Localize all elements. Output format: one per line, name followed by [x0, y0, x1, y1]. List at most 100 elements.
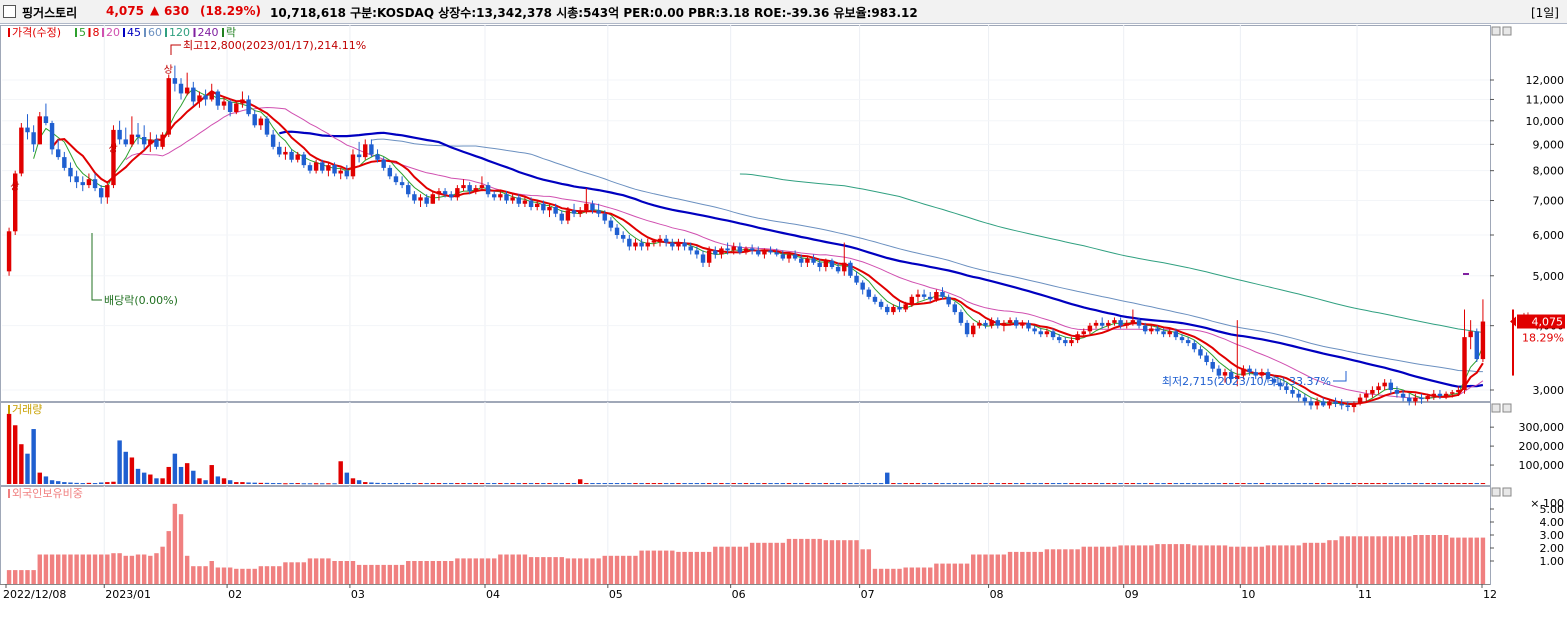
volume-bar	[479, 483, 485, 485]
foreign-ratio-bar	[55, 554, 61, 584]
candle-body	[492, 194, 497, 198]
foreign-ratio-bar	[1425, 535, 1430, 584]
candle-body	[627, 238, 632, 247]
foreign-ratio-bar	[1099, 546, 1105, 584]
foreign-ratio-bar	[522, 554, 528, 584]
candle-body	[799, 258, 804, 263]
foreign-ratio-bar	[817, 538, 822, 584]
foreign-ratio-bar	[381, 564, 386, 584]
candle-body	[608, 220, 614, 228]
foreign-ratio-bar	[117, 553, 122, 584]
volume-bar	[964, 483, 970, 485]
volume-bar	[706, 483, 712, 485]
volume-bar	[989, 483, 994, 485]
foreign-ratio-bar	[1026, 551, 1031, 584]
volume-bar	[277, 483, 282, 485]
volume-bar	[614, 483, 620, 485]
candle-body	[725, 248, 730, 251]
candle-body	[467, 185, 472, 192]
volume-bar	[713, 483, 718, 485]
foreign-ratio-bar	[590, 558, 595, 584]
volume-bar	[1425, 483, 1430, 485]
price-legend: 가격(수정) 5 8 20 45 60 120 240 락	[8, 26, 236, 39]
volume-legend: 거래량	[8, 403, 42, 416]
foreign-ratio-bar	[1480, 537, 1486, 584]
foreign-ratio-bar	[743, 546, 749, 584]
candle-body	[1419, 397, 1424, 400]
x-tick-label: 2022/12/08	[3, 588, 66, 601]
foreign-ratio-bar	[1020, 551, 1025, 584]
candle-body	[375, 154, 380, 160]
candle-body	[430, 194, 436, 204]
foreign-ratio-bar	[1308, 542, 1314, 584]
select-checkbox[interactable]	[3, 5, 16, 18]
volume-bar	[1468, 483, 1473, 485]
x-tick-label: 12	[1483, 588, 1497, 601]
foreign-ratio-bar	[1106, 546, 1111, 584]
volume-unit-label: × 100	[1530, 497, 1564, 510]
foreign-ratio-bar	[1437, 535, 1443, 584]
volume-bar	[584, 483, 589, 485]
foreign-ratio-bar	[1333, 540, 1338, 584]
foreign-ratio-bar	[792, 538, 798, 584]
volume-bar	[977, 483, 982, 485]
candle-body	[1480, 321, 1486, 360]
foreign-ratio-bar	[1032, 551, 1037, 584]
foreign-ratio-bar	[301, 562, 307, 584]
volume-bar	[1056, 483, 1062, 485]
candle-body	[111, 129, 116, 186]
volume-bar	[1443, 483, 1449, 485]
volume-bar	[240, 482, 245, 484]
volume-bar	[799, 483, 804, 485]
volume-bar	[1351, 483, 1357, 485]
y-tick-label: 9,000	[1533, 138, 1565, 151]
volume-bar	[1376, 483, 1381, 485]
candle-body	[1265, 372, 1271, 380]
candle-body	[1032, 328, 1037, 332]
foreign-ratio-bar	[848, 540, 853, 584]
volume-bar	[1124, 483, 1129, 485]
candle-body	[651, 240, 657, 243]
candle-body	[1370, 390, 1375, 394]
candle-body	[25, 127, 30, 133]
candle-body	[203, 95, 208, 100]
candle-body	[295, 154, 300, 160]
foreign-ratio-bar	[399, 564, 405, 584]
volume-bar	[1204, 483, 1209, 485]
high-annotation: 최고12,800(2023/01/17),214.11%	[183, 39, 366, 52]
foreign-ratio-bar	[184, 555, 190, 584]
volume-bar	[1431, 483, 1437, 485]
stock-chart[interactable]: 2022/12/08 2023/01 02 03 04 05 06 07 08 09 10 11 12 1…	[0, 24, 1567, 630]
candle-body	[1351, 403, 1357, 408]
volume-bar	[123, 451, 128, 484]
foreign-ratio-bar	[799, 538, 804, 584]
foreign-ratio-bar	[485, 558, 491, 584]
foreign-ratio-bar	[878, 568, 884, 584]
candle-body	[719, 248, 724, 255]
candle-body	[743, 248, 749, 253]
period-selector[interactable]: [1일]	[1530, 6, 1559, 20]
candle-body	[283, 151, 288, 155]
volume-bar	[952, 483, 958, 485]
candle-body	[983, 322, 988, 326]
foreign-ratio-bar	[221, 567, 227, 584]
legend-label: 5	[79, 26, 86, 39]
volume-bar	[203, 480, 208, 484]
volume-bar	[762, 483, 767, 485]
foreign-ratio-bar	[442, 561, 448, 584]
candle-body	[264, 118, 270, 135]
ex-dividend-pointer	[91, 233, 102, 301]
volume-bar	[369, 482, 374, 484]
legend-swatch	[8, 405, 10, 414]
volume-bar	[817, 483, 822, 485]
candle-body	[270, 134, 276, 147]
candle-body	[92, 179, 98, 189]
foreign-ratio-bar	[1351, 536, 1357, 584]
candle-body	[1013, 320, 1019, 326]
volume-bar	[1247, 483, 1252, 485]
foreign-ratio-bar	[1474, 537, 1479, 584]
legend-swatch	[8, 28, 10, 37]
volume-bar	[1333, 483, 1338, 485]
foreign-ratio-bar	[80, 554, 85, 584]
